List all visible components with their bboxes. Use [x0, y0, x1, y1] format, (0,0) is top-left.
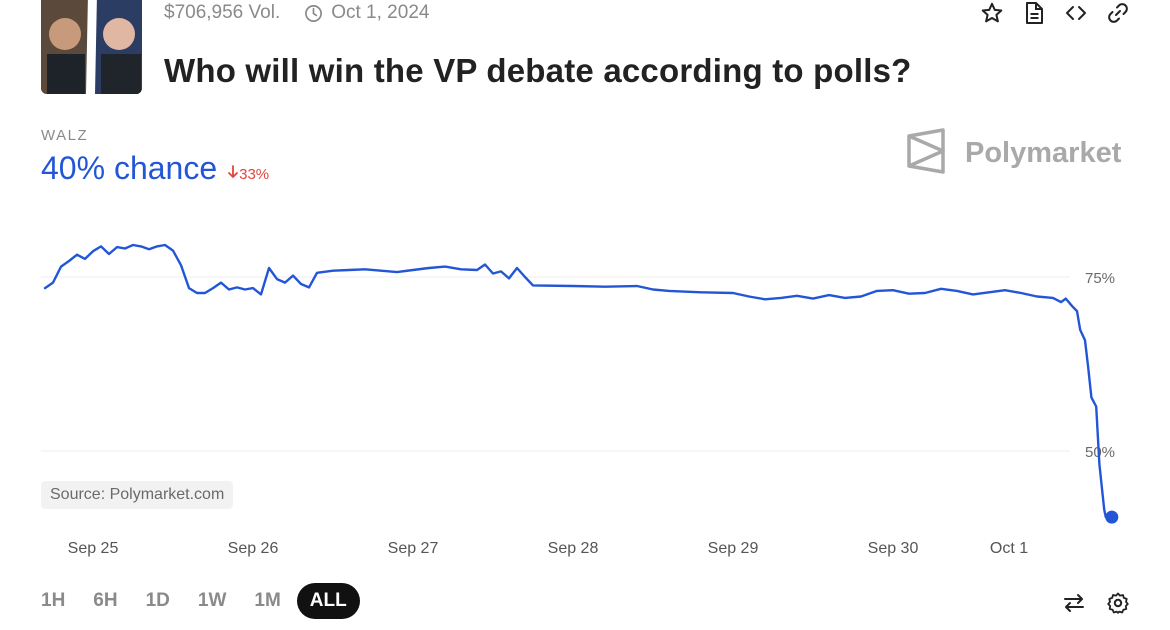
embed-icon[interactable]	[1064, 0, 1088, 26]
y-tick-label: 75%	[1085, 270, 1115, 287]
y-tick-label: 50%	[1085, 444, 1115, 461]
range-all[interactable]: ALL	[296, 583, 360, 619]
market-thumbnail	[41, 0, 142, 94]
chance-value: 40% chance	[41, 150, 218, 186]
x-tick-label: Sep 25	[68, 540, 119, 557]
time-range-selector: 1H 6H 1D 1W 1M ALL	[41, 583, 388, 619]
delta-value: 33%	[239, 165, 270, 183]
star-icon[interactable]	[980, 0, 1004, 26]
series-line-walz	[43, 243, 1107, 519]
swap-icon[interactable]	[1062, 591, 1086, 615]
x-tick-label: Sep 28	[548, 540, 599, 557]
outcome-label: WALZ	[41, 127, 89, 144]
arrow-down-icon	[227, 165, 239, 183]
outcome-chance: 40% chance 33%	[41, 150, 269, 187]
range-1h[interactable]: 1H	[41, 590, 66, 611]
document-icon[interactable]	[1022, 0, 1046, 26]
market-actions	[980, 0, 1130, 26]
range-1d[interactable]: 1D	[145, 590, 170, 611]
clock-icon	[304, 4, 323, 23]
source-label: Source: Polymarket.com	[41, 481, 234, 509]
chart-controls	[1062, 591, 1130, 615]
brand-name: Polymarket	[965, 137, 1122, 169]
series-endpoint	[1105, 510, 1119, 524]
range-6h[interactable]: 6H	[93, 590, 118, 611]
x-tick-label: Sep 26	[228, 540, 279, 557]
x-tick-label: Oct 1	[990, 540, 1028, 557]
polymarket-logo	[905, 128, 949, 179]
market-meta: $706,956 Vol. Oct 1, 2024	[164, 2, 429, 24]
range-1w[interactable]: 1W	[197, 590, 227, 611]
x-tick-label: Sep 27	[388, 540, 439, 557]
page-title: Who will win the VP debate according to …	[164, 52, 912, 89]
gear-icon[interactable]	[1106, 591, 1130, 615]
brand-watermark: Polymarket	[905, 128, 1121, 179]
end-date-text: Oct 1, 2024	[331, 2, 430, 23]
range-1m[interactable]: 1M	[254, 590, 281, 611]
chance-delta: 33%	[227, 165, 269, 183]
x-tick-label: Sep 30	[868, 540, 919, 557]
volume-text: $706,956 Vol.	[164, 2, 281, 23]
link-icon[interactable]	[1106, 0, 1130, 26]
x-tick-label: Sep 29	[708, 540, 759, 557]
price-chart: 75% 50% Sep 25 Sep 26 Sep 27 Sep 28 Sep 29 Sep …	[41, 243, 1119, 557]
